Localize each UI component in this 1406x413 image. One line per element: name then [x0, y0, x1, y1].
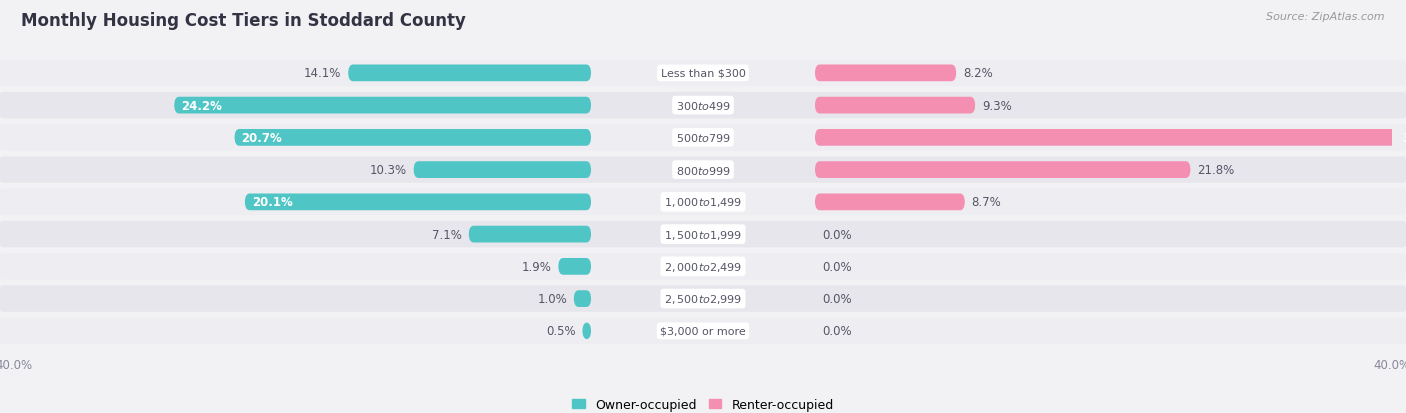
Text: 1.0%: 1.0% — [537, 292, 567, 305]
Text: $2,500 to $2,999: $2,500 to $2,999 — [664, 292, 742, 305]
FancyBboxPatch shape — [245, 194, 591, 211]
Text: Less than $300: Less than $300 — [661, 69, 745, 78]
FancyBboxPatch shape — [468, 226, 591, 243]
FancyBboxPatch shape — [0, 125, 1406, 151]
Text: 9.3%: 9.3% — [981, 100, 1012, 112]
FancyBboxPatch shape — [582, 323, 591, 339]
FancyBboxPatch shape — [174, 97, 591, 114]
Text: 0.0%: 0.0% — [823, 228, 852, 241]
Text: 0.0%: 0.0% — [823, 325, 852, 337]
Text: 8.2%: 8.2% — [963, 67, 993, 80]
Text: 20.7%: 20.7% — [242, 132, 283, 145]
Text: 0.0%: 0.0% — [823, 260, 852, 273]
Text: 10.3%: 10.3% — [370, 164, 406, 177]
FancyBboxPatch shape — [574, 290, 591, 307]
Legend: Owner-occupied, Renter-occupied: Owner-occupied, Renter-occupied — [568, 393, 838, 413]
Text: $1,500 to $1,999: $1,500 to $1,999 — [664, 228, 742, 241]
FancyBboxPatch shape — [349, 65, 591, 82]
FancyBboxPatch shape — [0, 189, 1406, 216]
Text: 14.1%: 14.1% — [304, 67, 342, 80]
Text: Monthly Housing Cost Tiers in Stoddard County: Monthly Housing Cost Tiers in Stoddard C… — [21, 12, 465, 30]
Text: 36.9%: 36.9% — [1403, 132, 1406, 145]
FancyBboxPatch shape — [0, 254, 1406, 280]
FancyBboxPatch shape — [815, 97, 976, 114]
FancyBboxPatch shape — [558, 259, 591, 275]
Text: $1,000 to $1,499: $1,000 to $1,499 — [664, 196, 742, 209]
Text: 7.1%: 7.1% — [432, 228, 461, 241]
FancyBboxPatch shape — [235, 130, 591, 146]
Text: 1.9%: 1.9% — [522, 260, 551, 273]
Text: Source: ZipAtlas.com: Source: ZipAtlas.com — [1267, 12, 1385, 22]
Text: 8.7%: 8.7% — [972, 196, 1001, 209]
FancyBboxPatch shape — [0, 93, 1406, 119]
FancyBboxPatch shape — [0, 318, 1406, 344]
FancyBboxPatch shape — [0, 286, 1406, 312]
Text: 20.1%: 20.1% — [252, 196, 292, 209]
FancyBboxPatch shape — [815, 65, 956, 82]
Text: $300 to $499: $300 to $499 — [675, 100, 731, 112]
Text: 0.0%: 0.0% — [823, 292, 852, 305]
Text: $3,000 or more: $3,000 or more — [661, 326, 745, 336]
FancyBboxPatch shape — [0, 60, 1406, 87]
FancyBboxPatch shape — [0, 157, 1406, 183]
FancyBboxPatch shape — [413, 162, 591, 178]
Text: 21.8%: 21.8% — [1198, 164, 1234, 177]
Text: 24.2%: 24.2% — [181, 100, 222, 112]
FancyBboxPatch shape — [815, 130, 1406, 146]
Text: $500 to $799: $500 to $799 — [675, 132, 731, 144]
Text: $800 to $999: $800 to $999 — [675, 164, 731, 176]
FancyBboxPatch shape — [0, 221, 1406, 248]
Text: $2,000 to $2,499: $2,000 to $2,499 — [664, 260, 742, 273]
FancyBboxPatch shape — [815, 162, 1191, 178]
FancyBboxPatch shape — [815, 194, 965, 211]
Text: 0.5%: 0.5% — [546, 325, 575, 337]
